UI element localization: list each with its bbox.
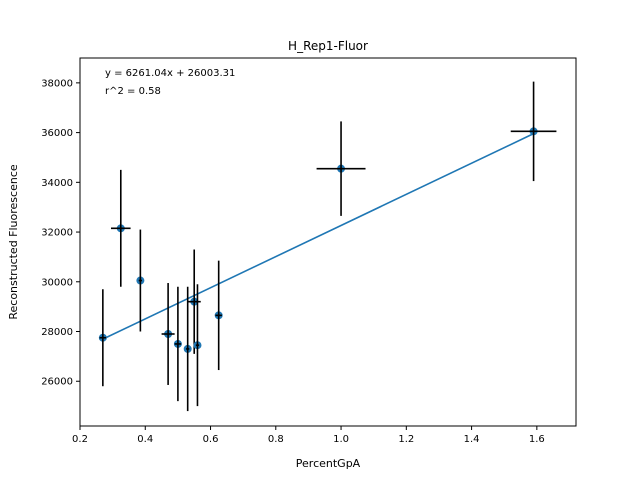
y-tick-label: 36000 <box>41 128 73 139</box>
y-tick-label: 38000 <box>41 78 73 89</box>
y-tick-label: 30000 <box>41 277 73 288</box>
y-axis-label: Reconstructed Fluorescence <box>7 164 20 320</box>
y-tick-label: 28000 <box>41 327 73 338</box>
x-tick-label: 0.2 <box>72 434 88 445</box>
x-tick-label: 0.6 <box>203 434 219 445</box>
r-squared-label: r^2 = 0.58 <box>105 86 161 97</box>
plot-frame <box>79 57 577 427</box>
x-axis-label: PercentGpA <box>296 457 361 470</box>
y-tick-label: 26000 <box>41 377 73 388</box>
fit-equation-label: y = 6261.04x + 26003.31 <box>105 68 235 79</box>
x-tick-label: 1.6 <box>529 434 545 445</box>
x-tick-label: 1.0 <box>333 434 349 445</box>
x-tick-label: 1.4 <box>464 434 480 445</box>
x-tick-label: 0.8 <box>268 434 284 445</box>
chart-title: H_Rep1-Fluor <box>288 39 368 53</box>
y-tick-label: 34000 <box>41 178 73 189</box>
y-tick-label: 32000 <box>41 228 73 239</box>
plot-area: 0.2 0.4 0.6 0.8 1.0 1.2 1.4 1.6 26000 28000 30000 3… <box>41 57 577 445</box>
fit-line <box>102 132 534 340</box>
x-tick-label: 1.2 <box>398 434 414 445</box>
x-tick-label: 0.4 <box>137 434 153 445</box>
